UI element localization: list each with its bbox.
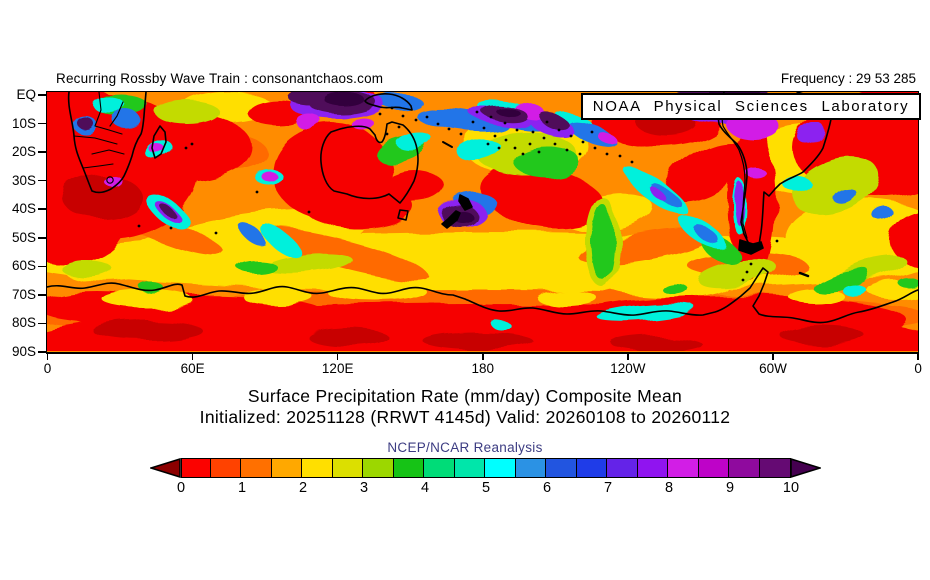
colorbar-tick-label: 1 xyxy=(237,480,247,496)
plot-subtitle: Initialized: 20251128 (RRWT 4145d) Valid… xyxy=(199,407,731,427)
noaa-credit-box: NOAA Physical Sciences Laboratory xyxy=(581,93,921,120)
lat-tick xyxy=(38,179,46,182)
colorbar-segment xyxy=(636,458,669,478)
colorbar-segment xyxy=(331,458,364,478)
lon-tick xyxy=(627,353,629,360)
lat-tick-label: 70S xyxy=(11,286,36,302)
colorbar-segment xyxy=(758,458,791,478)
island-specks xyxy=(137,106,779,282)
noaa-credit-label: NOAA Physical Sciences Laboratory xyxy=(592,98,910,115)
new-caledonia xyxy=(442,141,453,148)
lat-tick xyxy=(38,208,46,210)
lat-tick-label: 50S xyxy=(11,229,36,245)
lat-tick xyxy=(38,122,46,125)
lon-tick-label: 0 xyxy=(43,361,52,376)
lon-tick-label: 180 xyxy=(471,361,495,376)
colorbar-segment xyxy=(240,458,273,478)
colorbar xyxy=(150,458,822,478)
colorbar-segment xyxy=(453,458,486,478)
lon-tick-label: 120W xyxy=(610,361,646,376)
new-zealand-south xyxy=(441,210,461,229)
colorbar-segment xyxy=(667,458,700,478)
south-america-coast xyxy=(717,92,834,251)
south-georgia xyxy=(798,271,810,278)
colorbar-tick-label: 6 xyxy=(542,480,552,496)
reanalysis-source-label: NCEP/NCAR Reanalysis xyxy=(387,440,543,455)
colorbar-tick-label: 10 xyxy=(782,480,800,496)
lat-tick xyxy=(38,265,46,268)
precip-blobs xyxy=(47,92,918,351)
antarctica-coast xyxy=(47,267,918,324)
lat-tick-label: 90S xyxy=(11,343,36,359)
colorbar-tick-label: 3 xyxy=(359,480,369,496)
frequency-label: Frequency : 29 53 285 xyxy=(780,71,916,86)
lon-tick xyxy=(917,353,919,360)
lat-tick xyxy=(38,151,46,153)
colorbar-segment xyxy=(270,458,303,478)
lon-tick-label: 60W xyxy=(759,361,787,376)
lat-tick-label: 30S xyxy=(11,172,36,188)
colorbar-tick-label: 2 xyxy=(298,480,308,496)
colorbar-right-arrow xyxy=(790,458,821,478)
colorbar-tick-label: 4 xyxy=(420,480,430,496)
lon-tick-label: 120E xyxy=(321,361,354,376)
colorbar-tick-label: 9 xyxy=(725,480,735,496)
new-guinea-coast xyxy=(364,93,413,111)
lon-tick xyxy=(772,353,774,360)
lesotho-border xyxy=(106,176,114,184)
colorbar-tick-labels: 0 1 2 3 4 5 6 7 8 9 10 xyxy=(0,480,930,498)
lat-tick-label: 40S xyxy=(11,201,36,217)
lat-tick-label: EQ xyxy=(16,87,36,102)
lat-tick-label: 60S xyxy=(11,258,36,274)
africa-borders xyxy=(73,92,125,169)
lat-tick xyxy=(38,322,46,325)
lon-tick xyxy=(482,353,484,360)
lon-tick-label: 60E xyxy=(180,361,205,376)
colorbar-segment xyxy=(301,458,334,478)
madagascar-coast xyxy=(151,125,167,159)
plot-source-label: Recurring Rossby Wave Train : consonantc… xyxy=(56,71,384,86)
colorbar-segment xyxy=(697,458,730,478)
colorbar-segment xyxy=(423,458,456,478)
colorbar-tick-label: 7 xyxy=(603,480,613,496)
lat-tick-label: 80S xyxy=(11,315,36,331)
colorbar-segment xyxy=(392,458,425,478)
lat-tick-label: 20S xyxy=(11,144,36,160)
precipitation-field xyxy=(47,92,918,351)
lat-tick xyxy=(38,236,46,239)
colorbar-segment xyxy=(514,458,547,478)
colorbar-segment xyxy=(209,458,242,478)
colorbar-tick-label: 8 xyxy=(664,480,674,496)
colorbar-segment xyxy=(181,458,212,478)
coastlines xyxy=(47,92,918,324)
colorbar-tick-label: 5 xyxy=(481,480,491,496)
colorbar-segment xyxy=(362,458,395,478)
colorbar-segment xyxy=(575,458,608,478)
tierra-del-fuego xyxy=(738,239,764,255)
tasmania-coast xyxy=(397,209,409,221)
colorbar-segment xyxy=(545,458,578,478)
lat-tick xyxy=(38,94,46,96)
lat-tick xyxy=(38,351,46,353)
lon-tick xyxy=(46,353,49,360)
plot-title: Surface Precipitation Rate (mm/day) Comp… xyxy=(247,386,683,406)
australia-coast xyxy=(320,121,419,204)
colorbar-left-arrow xyxy=(150,458,181,478)
lat-tick xyxy=(38,294,46,296)
colorbar-segment xyxy=(484,458,517,478)
new-zealand-north xyxy=(458,194,473,211)
lat-tick-label: 10S xyxy=(11,115,36,131)
precipitation-map: NOAA Physical Sciences Laboratory xyxy=(46,91,921,354)
lon-tick xyxy=(336,353,339,360)
colorbar-tick-label: 0 xyxy=(176,480,186,496)
colorbar-segment xyxy=(728,458,761,478)
colorbar-segment xyxy=(606,458,639,478)
africa-coast xyxy=(67,92,147,194)
lon-tick xyxy=(191,353,194,360)
lon-tick-label: 0 xyxy=(914,361,922,376)
